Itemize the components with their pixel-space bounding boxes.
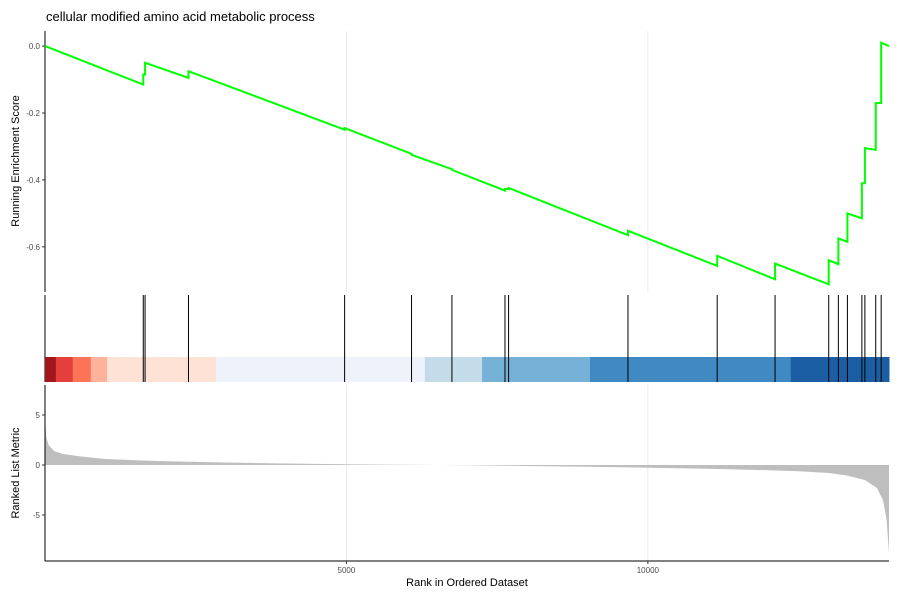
x-tick-label: 5000 [338,566,356,575]
color-bar-segment [90,357,108,382]
metric-y-axis-title: Ranked List Metric [10,427,22,519]
running-score-line [44,41,890,286]
color-bar-segment [107,357,217,382]
score-y-tick-label: -0.4 [26,176,40,185]
score-y-axis-title: Running Enrichment Score [10,95,22,226]
metric-y-tick-label: 5 [36,411,41,420]
metric-gridlines [345,385,649,561]
ranked-color-bar [45,357,890,382]
color-bar-segment [216,357,426,382]
color-bar-segment [45,357,57,382]
score-y-ticks: 0.0 -0.2 -0.4 -0.6 [26,42,45,252]
ranked-metric-area [45,417,889,553]
x-axis-title: Rank in Ordered Dataset [406,577,528,589]
running-score-panel: 0.0 -0.2 -0.4 -0.6 Running Enrichment Score [10,31,890,292]
color-bar-segment [482,357,591,382]
color-bar-segment [424,357,483,382]
metric-y-tick-label: -5 [33,511,41,520]
score-y-tick-label: -0.2 [26,109,40,118]
color-bar-segment [790,357,890,382]
score-y-tick-label: -0.6 [26,243,40,252]
gene-hit-lines [142,295,882,382]
color-bar-segment [589,357,792,382]
chart-title: cellular modified amino acid metabolic p… [46,9,315,24]
x-axis-ticks: 5000 10000 [338,561,660,575]
score-y-tick-label: 0.0 [29,42,41,51]
metric-y-ticks: 5 0 -5 [33,411,45,520]
hits-panel [44,295,890,382]
metric-y-tick-label: 0 [36,461,41,470]
score-gridlines [345,31,649,292]
color-bar-segment [55,357,74,382]
ranked-metric-panel: 5 0 -5 5000 10000 Ranked List Metric Rank i… [10,385,889,589]
color-bar-segment [72,357,92,382]
x-tick-label: 10000 [637,566,660,575]
